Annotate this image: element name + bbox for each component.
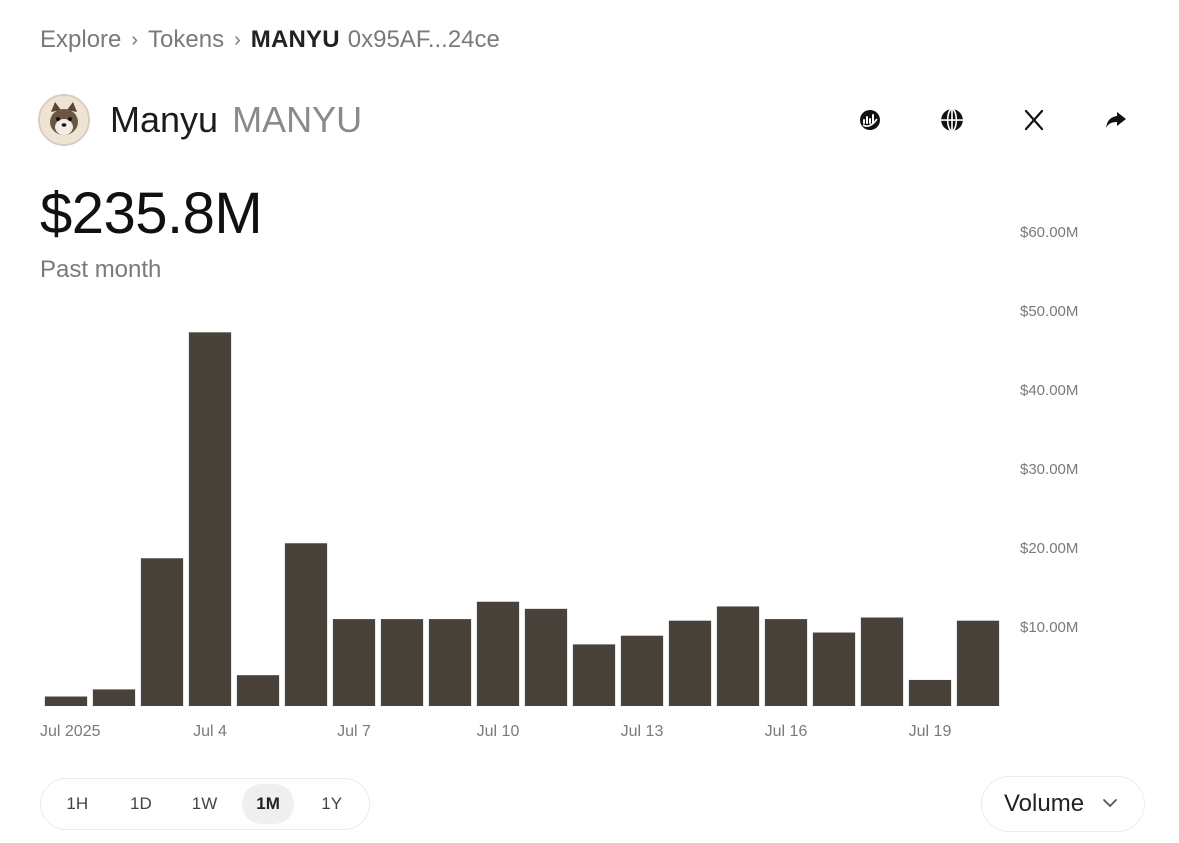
chevron-down-icon	[1102, 795, 1118, 813]
bar-jul-15[interactable]	[716, 606, 760, 706]
y-axis-ticks: $10.00M $20.00M $30.00M $40.00M $50.00M $60.0…	[1020, 224, 1078, 636]
y-tick-label: $60.00M	[1020, 224, 1078, 241]
y-tick-label: $20.00M	[1020, 540, 1078, 557]
bar-jul-17[interactable]	[812, 632, 856, 706]
shiba-dog-avatar-icon	[38, 94, 90, 146]
bar-jul-14[interactable]	[668, 620, 712, 706]
range-1d-button[interactable]: 1D	[130, 794, 152, 813]
total-volume-value: $235.8M	[40, 181, 263, 246]
breadcrumb-current-token: MANYU	[250, 26, 340, 53]
x-tick-label: Jul 16	[765, 723, 808, 740]
bar-jul-16[interactable]	[764, 619, 808, 706]
bar-jul-20[interactable]	[956, 620, 1000, 706]
x-tick-label: Jul 4	[193, 723, 227, 740]
breadcrumb: Explore › Tokens › MANYU 0x95AF...24ce	[40, 26, 500, 54]
x-tick-label: Jul 10	[477, 723, 520, 740]
token-actions	[850, 100, 1136, 140]
bar-jul-11[interactable]	[524, 608, 568, 706]
range-1w-button[interactable]: 1W	[191, 794, 218, 813]
breadcrumb-separator: ›	[131, 28, 139, 51]
bar-jul-19[interactable]	[908, 679, 952, 706]
bar-jul-2[interactable]	[92, 689, 136, 706]
bar-jul-10[interactable]	[476, 601, 520, 706]
bar-jul-6[interactable]	[284, 543, 328, 706]
time-range-selector: 1H 1D 1W 1M 1Y	[40, 778, 370, 830]
x-tick-label: Jul 13	[621, 723, 664, 740]
bar-jul-4[interactable]	[188, 332, 232, 706]
breadcrumb-tokens[interactable]: Tokens	[148, 26, 225, 53]
x-axis-ticks: Jul 2025 Jul 4 Jul 7 Jul 10 Jul 13 Jul 16 Jul …	[40, 723, 951, 740]
y-tick-label: $40.00M	[1020, 382, 1078, 399]
bar-jul-3[interactable]	[140, 558, 184, 706]
metric-dropdown-label: Volume	[1004, 790, 1085, 817]
breadcrumb-explore[interactable]: Explore	[40, 26, 122, 53]
range-1y-button[interactable]: 1Y	[321, 794, 343, 813]
token-header: Manyu MANYU	[38, 94, 362, 146]
x-twitter-icon[interactable]	[1014, 100, 1054, 140]
x-tick-label: Jul 7	[337, 723, 371, 740]
range-1m-button[interactable]: 1M	[241, 784, 295, 824]
globe-icon[interactable]	[932, 100, 972, 140]
y-tick-label: $10.00M	[1020, 619, 1078, 636]
share-icon[interactable]	[1096, 100, 1136, 140]
token-name: Manyu	[110, 99, 219, 140]
bar-jul-7[interactable]	[332, 619, 376, 706]
x-tick-label: Jul 2025	[40, 723, 101, 740]
bar-jul-12[interactable]	[572, 644, 616, 706]
bar-jul-5[interactable]	[236, 675, 280, 706]
chart-bars	[44, 332, 1000, 706]
token-symbol: MANYU	[232, 99, 363, 140]
y-tick-label: $30.00M	[1020, 461, 1078, 478]
period-label: Past month	[40, 256, 162, 283]
range-1h-button[interactable]: 1H	[66, 794, 89, 813]
metric-dropdown[interactable]: Volume	[981, 776, 1145, 832]
bar-jul-18[interactable]	[860, 617, 904, 706]
y-tick-label: $50.00M	[1020, 303, 1078, 320]
bar-jul-1[interactable]	[44, 696, 88, 706]
x-tick-label: Jul 19	[909, 723, 952, 740]
bar-jul-8[interactable]	[380, 619, 424, 706]
token-address[interactable]: 0x95AF...24ce	[347, 26, 500, 53]
explorer-icon[interactable]	[850, 100, 890, 140]
bar-jul-13[interactable]	[620, 635, 664, 706]
bar-jul-9[interactable]	[428, 619, 472, 706]
breadcrumb-separator: ›	[234, 28, 241, 51]
